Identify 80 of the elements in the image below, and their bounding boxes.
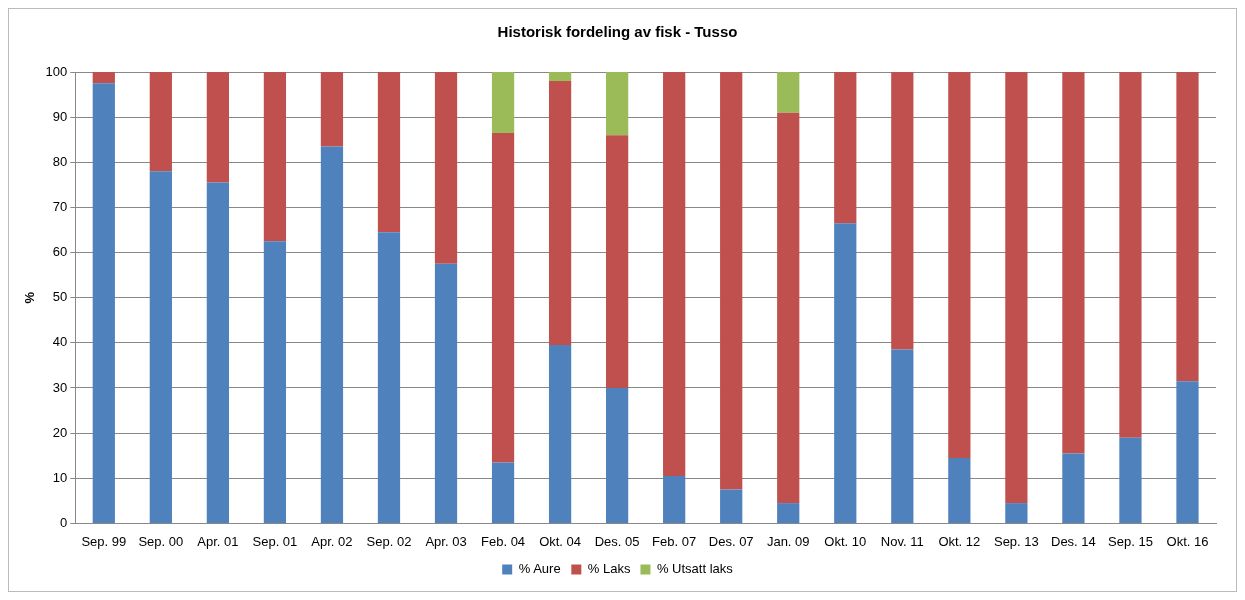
bar <box>1062 453 1085 523</box>
x-tick-label: Jan. 09 <box>766 533 810 549</box>
bar <box>606 72 629 136</box>
x-tick-label: Sep. 01 <box>252 533 298 549</box>
bar <box>1176 72 1199 382</box>
bar <box>1119 72 1142 438</box>
bar <box>1062 72 1085 454</box>
bar <box>206 72 229 183</box>
bar <box>92 72 115 84</box>
bar <box>777 112 800 504</box>
bar <box>434 263 458 523</box>
bar <box>663 72 686 476</box>
bar <box>548 345 572 523</box>
y-tick-label: 0 <box>60 514 68 530</box>
y-tick-label: 100 <box>45 63 68 79</box>
bar <box>1176 381 1199 523</box>
x-tick-label: Apr. 01 <box>197 533 239 549</box>
x-tick-label: Nov. 11 <box>880 533 924 549</box>
y-tick-label: 10 <box>52 469 68 485</box>
bar <box>834 223 857 523</box>
x-tick-label: Okt. 04 <box>539 533 582 549</box>
x-tick-label: Sep. 13 <box>993 533 1039 549</box>
x-tick-label: Feb. 04 <box>481 533 526 549</box>
legend-label: % Laks <box>587 561 631 577</box>
bar <box>1119 437 1142 523</box>
bar <box>663 476 686 523</box>
bar <box>948 72 971 458</box>
x-tick-label: Okt. 16 <box>1166 533 1209 549</box>
x-tick-label: Okt. 10 <box>824 533 867 549</box>
bar <box>606 387 629 523</box>
y-tick-label: 30 <box>52 379 68 395</box>
bar <box>377 232 401 523</box>
bar <box>491 462 515 523</box>
bar <box>777 503 800 523</box>
chart-title: Historisk fordeling av fisk - Tusso <box>497 23 738 41</box>
legend-label: % Aure <box>518 561 561 577</box>
legend-label: % Utsatt laks <box>656 561 734 577</box>
x-tick-label: Des. 07 <box>708 533 754 549</box>
bar <box>891 349 914 523</box>
x-tick-label: Feb. 07 <box>652 533 697 549</box>
y-tick-label: 50 <box>52 289 68 305</box>
y-axis-title: % <box>22 291 38 304</box>
bar <box>491 132 515 463</box>
y-tick-label: 20 <box>52 424 68 440</box>
y-tick-label: 40 <box>52 334 68 350</box>
bar <box>948 457 971 523</box>
bar <box>891 72 914 350</box>
bar <box>548 72 572 82</box>
x-tick-label: Des. 05 <box>594 533 640 549</box>
y-tick-label: 60 <box>52 244 68 260</box>
bar <box>720 72 743 490</box>
bar <box>263 241 287 523</box>
x-tick-label: Des. 14 <box>1051 533 1096 549</box>
x-tick-label: Sep. 00 <box>138 533 184 549</box>
bar <box>149 171 172 523</box>
bar <box>1005 72 1028 504</box>
bar <box>777 72 800 113</box>
y-tick-label: 70 <box>52 199 68 214</box>
bar <box>434 72 458 264</box>
bar <box>320 146 344 523</box>
bar <box>92 83 115 523</box>
bar <box>263 72 287 242</box>
x-tick-label: Apr. 03 <box>425 533 467 549</box>
bar <box>320 72 344 147</box>
bar <box>206 182 229 523</box>
bar <box>377 72 401 233</box>
x-tick-label: Sep. 02 <box>366 533 412 549</box>
bar <box>491 72 515 133</box>
bar <box>834 72 857 224</box>
x-tick-label: Okt. 12 <box>938 533 981 549</box>
y-tick-label: 90 <box>52 108 68 124</box>
x-tick-label: Sep. 15 <box>1108 533 1153 549</box>
bar <box>1005 503 1028 523</box>
bar <box>149 72 172 172</box>
y-tick-label: 80 <box>52 153 68 169</box>
x-tick-label: Sep. 99 <box>81 533 127 549</box>
x-tick-label: Apr. 02 <box>311 533 353 549</box>
bar <box>548 81 572 346</box>
bar <box>606 135 629 388</box>
bar <box>720 489 743 523</box>
